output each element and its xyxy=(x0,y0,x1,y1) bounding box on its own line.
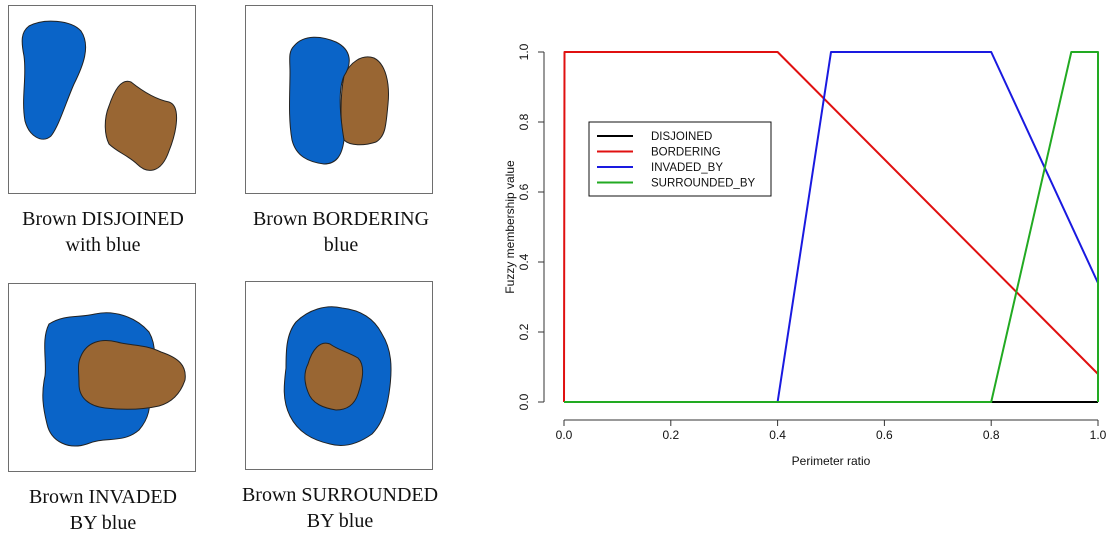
axes-layer: 0.0 0.2 0.4 0.6 0.8 1.0 0.0 0.2 0.4 0.6 0.8 1.0 xyxy=(517,43,1107,442)
series-line-bordering xyxy=(563,51,1099,403)
legend: DISJOINED BORDERING INVADED_BY SURROUNDED_B… xyxy=(588,121,772,197)
blue-region xyxy=(289,36,350,165)
y-tick-label: 0.8 xyxy=(517,113,531,130)
caption-line: Brown DISJOINED xyxy=(22,208,184,230)
series-layer xyxy=(563,51,1099,403)
blue-region xyxy=(21,20,87,140)
legend-box xyxy=(588,121,772,197)
caption-invaded-by: Brown INVADED BY blue xyxy=(0,484,206,536)
x-tick-label: 0.4 xyxy=(769,428,786,442)
membership-chart: 0.0 0.2 0.4 0.6 0.8 1.0 0.0 0.2 0.4 0.6 0.8 1.0 Per… xyxy=(503,43,1107,468)
caption-line: BY blue xyxy=(69,512,137,534)
brown-region xyxy=(304,342,364,411)
diagram-disjoined xyxy=(8,5,196,194)
x-tick-label: 0.6 xyxy=(876,428,893,442)
brown-region xyxy=(340,56,389,146)
caption-bordering: Brown BORDERING blue xyxy=(236,206,446,258)
y-tick-label: 0.4 xyxy=(517,253,531,270)
diagram-surrounded-by xyxy=(245,281,433,470)
caption-line: Brown SURROUNDED xyxy=(241,484,439,506)
y-tick-label: 0.2 xyxy=(517,323,531,340)
caption-line: blue xyxy=(323,234,359,256)
diagram-invaded-by xyxy=(8,283,196,472)
caption-line: BY blue xyxy=(306,510,374,532)
legend-label: INVADED_BY xyxy=(651,162,723,174)
caption-surrounded-by: Brown SURROUNDED BY blue xyxy=(220,482,460,534)
caption-line: Brown BORDERING xyxy=(252,208,430,230)
brown-region xyxy=(104,80,177,171)
brown-region xyxy=(78,340,186,410)
y-tick-label: 0.6 xyxy=(517,183,531,200)
legend-label: DISJOINED xyxy=(651,131,712,143)
x-tick-label: 0.8 xyxy=(983,428,1000,442)
caption-line: with blue xyxy=(65,234,141,256)
legend-label: SURROUNDED_BY xyxy=(651,178,755,190)
x-tick-label: 0.2 xyxy=(662,428,679,442)
series-line-surrounded-by xyxy=(564,51,1099,403)
x-axis-label: Perimeter ratio xyxy=(792,454,871,468)
x-tick-label: 1.0 xyxy=(1090,428,1107,442)
legend-label: BORDERING xyxy=(651,147,721,159)
y-axis-label: Fuzzy membership value xyxy=(503,160,517,294)
diagram-bordering xyxy=(245,5,433,194)
y-tick-label: 0.0 xyxy=(517,393,531,410)
y-tick-label: 1.0 xyxy=(517,43,531,60)
caption-line: Brown INVADED xyxy=(29,486,177,508)
x-tick-label: 0.0 xyxy=(556,428,573,442)
caption-disjoined: Brown DISJOINED with blue xyxy=(0,206,206,258)
